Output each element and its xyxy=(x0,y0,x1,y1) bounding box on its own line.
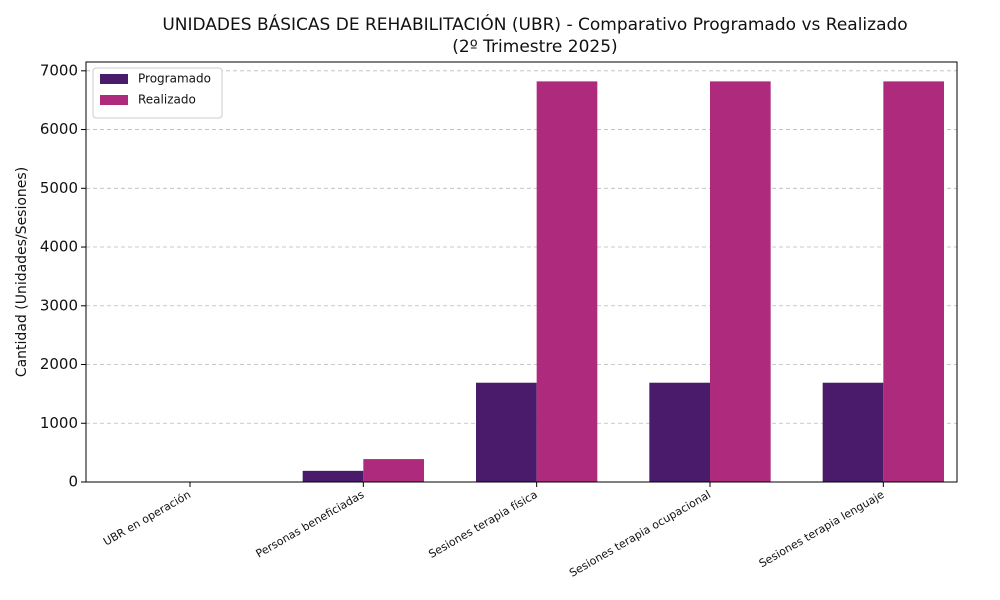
legend-label: Realizado xyxy=(138,93,196,107)
x-tick-label: Sesiones terapia ocupacional xyxy=(567,488,713,580)
bar xyxy=(536,81,598,482)
chart-subtitle: (2º Trimestre 2025) xyxy=(452,37,617,57)
bar xyxy=(822,382,884,482)
legend-label: Programado xyxy=(138,72,211,86)
y-tick-label: 0 xyxy=(68,473,78,491)
bar xyxy=(363,459,424,482)
plot-frame xyxy=(85,61,958,483)
y-tick-label: 6000 xyxy=(40,120,78,138)
bar xyxy=(649,382,710,482)
x-tick-label: Personas beneficiadas xyxy=(254,488,367,561)
legend-swatch xyxy=(100,74,128,84)
y-tick-label: 3000 xyxy=(40,296,78,314)
bar xyxy=(476,382,537,482)
legend-swatch xyxy=(100,95,128,105)
bar xyxy=(883,81,944,482)
bar xyxy=(302,470,364,482)
y-tick-label: 4000 xyxy=(40,238,78,256)
y-axis-label: Cantidad (Unidades/Sesiones) xyxy=(14,167,30,377)
x-tick-label: Sesiones terapia lenguaje xyxy=(757,488,887,570)
x-tick-label: UBR en operación xyxy=(101,488,193,549)
legend: Programado Realizado xyxy=(92,67,223,119)
y-tick-label: 1000 xyxy=(40,414,78,432)
bar xyxy=(710,81,771,482)
y-tick-label: 7000 xyxy=(40,61,78,79)
y-tick-label: 2000 xyxy=(40,355,78,373)
chart-title: UNIDADES BÁSICAS DE REHABILITACIÓN (UBR)… xyxy=(162,13,907,35)
y-tick-label: 5000 xyxy=(40,179,78,197)
x-tick-label: Sesiones terapia física xyxy=(426,488,539,561)
